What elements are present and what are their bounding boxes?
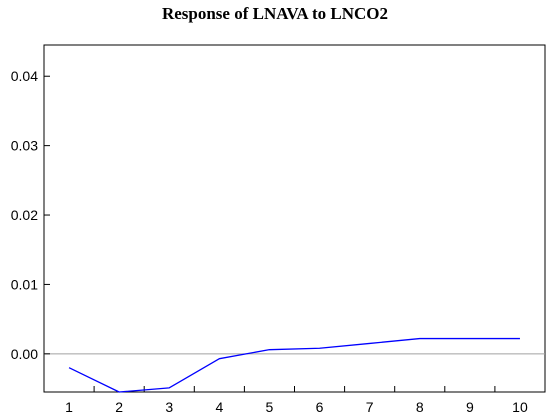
- data-point: [268, 348, 271, 351]
- x-axis: 1 2 3 4 5 6 7 8 9 10: [65, 386, 528, 415]
- data-point: [468, 337, 471, 340]
- x-tick-label: 2: [115, 399, 123, 415]
- y-tick-label: 0.00: [11, 346, 38, 362]
- x-tick-label: 6: [316, 399, 324, 415]
- data-point: [118, 391, 121, 394]
- data-point: [68, 366, 71, 369]
- y-tick-label: 0.03: [11, 138, 38, 154]
- data-point: [368, 342, 371, 345]
- chart-title: Response of LNAVA to LNCO2: [162, 4, 388, 23]
- series-line: [68, 337, 520, 393]
- x-tick-label: 10: [512, 399, 528, 415]
- y-axis: 0.00 0.01 0.02 0.03 0.04: [11, 68, 50, 362]
- data-point: [218, 357, 221, 360]
- data-point: [418, 337, 421, 340]
- series-group: [68, 337, 521, 394]
- y-tick-label: 0.01: [11, 276, 38, 292]
- data-point: [168, 386, 171, 389]
- x-tick-label: 3: [165, 399, 173, 415]
- data-point: [518, 337, 521, 340]
- data-point: [318, 347, 321, 350]
- x-tick-label: 7: [366, 399, 374, 415]
- x-tick-label: 8: [416, 399, 424, 415]
- x-tick-label: 4: [215, 399, 223, 415]
- y-tick-label: 0.02: [11, 207, 38, 223]
- y-tick-label: 0.04: [11, 68, 38, 84]
- x-tick-label: 5: [266, 399, 274, 415]
- x-tick-label: 9: [466, 399, 474, 415]
- x-tick-label: 1: [65, 399, 73, 415]
